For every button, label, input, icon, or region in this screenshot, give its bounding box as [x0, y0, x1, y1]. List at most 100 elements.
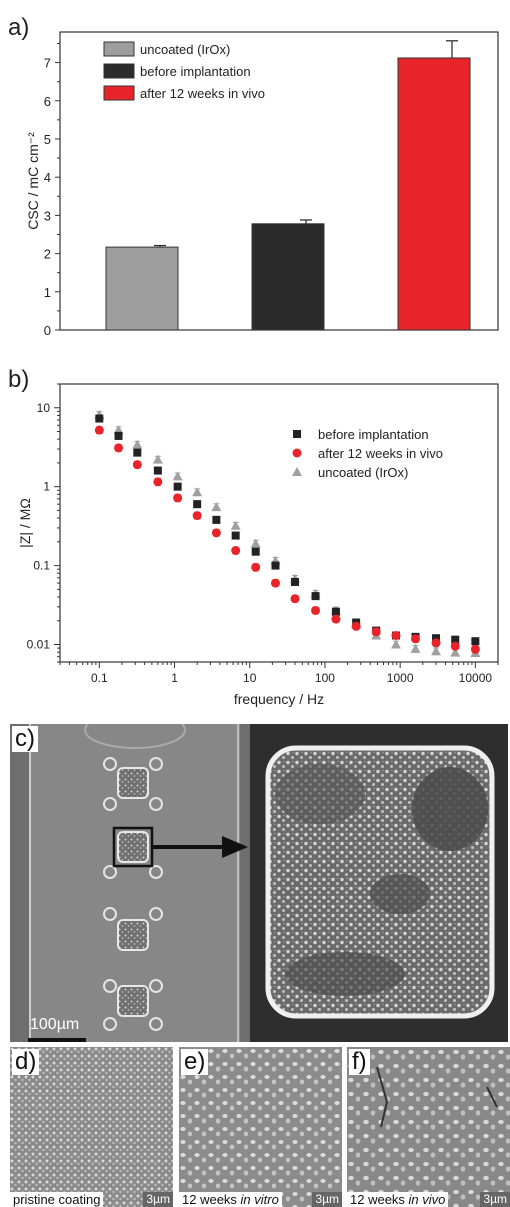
point-square-0: [95, 414, 104, 423]
point-circle-13: [351, 621, 361, 631]
point-circle-7: [231, 546, 241, 556]
x-tick-label-1: 1: [171, 671, 178, 685]
point-circle-9: [270, 578, 280, 588]
legend-label-2: after 12 weeks in vivo: [140, 86, 265, 101]
point-square-17: [432, 634, 441, 643]
y-tick-label-5: 5: [44, 132, 51, 147]
y-tick-label-0: 0: [44, 323, 51, 338]
panel-c-overview-image: c) 100µm: [10, 711, 250, 1042]
panel-f-label: f): [349, 1049, 370, 1075]
point-circle-4: [173, 493, 183, 503]
electrode-site-micrograph: [250, 724, 508, 1042]
legend-label-1: after 12 weeks in vivo: [318, 446, 443, 461]
y-tick-label-1: 0.1: [33, 559, 50, 573]
point-triangle-17: [431, 646, 442, 656]
y-tick-label-0: 0.01: [27, 637, 51, 651]
legend-swatch-2: [103, 85, 135, 101]
panel-c-label: c): [12, 726, 38, 752]
point-circle-16: [411, 634, 421, 644]
point-square-8: [251, 547, 260, 556]
point-square-12: [331, 607, 340, 616]
panel-a-label: a): [8, 14, 30, 41]
point-circle-15: [391, 631, 401, 641]
legend-marker-1: [292, 448, 302, 458]
legend-marker-0: [293, 430, 301, 438]
legend-label-2: uncoated (IrOx): [318, 465, 408, 480]
point-square-10: [291, 577, 300, 586]
point-square-11: [311, 592, 320, 601]
point-square-19: [471, 637, 480, 646]
y-tick-label-2: 2: [44, 247, 51, 262]
point-circle-5: [192, 511, 202, 521]
in-vivo-texture: [347, 1047, 510, 1207]
scale-tag-e: 3µm: [312, 1192, 342, 1207]
point-triangle-16: [410, 643, 421, 653]
legend-marker-2: [292, 467, 302, 476]
point-circle-18: [450, 641, 460, 651]
point-square-5: [193, 500, 202, 509]
point-triangle-4: [172, 471, 183, 481]
panel-d-label: d): [12, 1049, 40, 1075]
point-circle-8: [251, 562, 261, 572]
legend-swatch-1: [103, 63, 135, 79]
point-square-3: [153, 466, 162, 475]
bar-chart-csc: 0 1 2 3 4 5 6 7 CSC / mC cm⁻² uncoated (IrOx) befo…: [25, 31, 499, 338]
bar-0: [105, 246, 179, 331]
point-square-9: [271, 561, 280, 570]
panel-c-zoom-image: [250, 724, 508, 1042]
y-tick-label-3: 10: [37, 401, 51, 415]
micrograph-pristine: d) pristine coating 3µm: [10, 1047, 173, 1207]
legend-label-0: uncoated (IrOx): [140, 42, 230, 57]
probe-micrograph: [10, 711, 250, 1042]
point-square-7: [231, 531, 240, 540]
point-circle-11: [311, 605, 321, 615]
x-tick-label-5: 10000: [459, 671, 493, 685]
point-triangle-2: [132, 439, 143, 449]
y-tick-label-2: 1: [43, 480, 50, 494]
x-tick-label-2: 10: [243, 671, 257, 685]
x-tick-label-0: 0.1: [91, 671, 108, 685]
caption-d: pristine coating: [10, 1192, 104, 1207]
scale-bar-label: 100µm: [30, 1016, 80, 1033]
point-circle-17: [431, 638, 441, 648]
y-axis-label: |Z| / MΩ: [17, 498, 33, 548]
impedance-plot: 0.1 1 10 100 1000 10000 0.01 0.1 1 10 frequency / …: [17, 383, 499, 707]
panel-b-label: b): [8, 366, 30, 393]
point-triangle-18: [450, 647, 461, 657]
point-square-18: [451, 635, 460, 644]
caption-e: 12 weeks in vitro: [179, 1192, 282, 1207]
bar-1: [251, 223, 325, 331]
y-tick-label-3: 3: [44, 208, 51, 223]
y-tick-label-1: 1: [44, 285, 51, 300]
bar-2: [397, 57, 471, 331]
plot-frame: [59, 383, 499, 663]
point-circle-6: [211, 528, 221, 538]
point-circle-3: [153, 477, 163, 487]
x-tick-label-3: 100: [315, 671, 335, 685]
point-circle-14: [371, 627, 381, 637]
y-tick-label-6: 6: [44, 94, 51, 109]
y-tick-label-7: 7: [44, 56, 51, 71]
point-triangle-6: [211, 502, 222, 512]
point-triangle-5: [192, 487, 203, 497]
point-circle-19: [470, 644, 480, 654]
x-axis-label: frequency / Hz: [234, 691, 324, 707]
legend-label-0: before implantation: [318, 427, 429, 442]
point-square-1: [114, 431, 123, 440]
caption-f: 12 weeks in vivo: [347, 1192, 449, 1207]
point-triangle-8: [250, 538, 261, 548]
point-circle-12: [331, 614, 341, 624]
y-axis-label: CSC / mC cm⁻²: [25, 132, 41, 230]
point-circle-2: [132, 460, 142, 470]
panel-e-label: e): [181, 1049, 209, 1075]
micrograph-in-vitro: e) 12 weeks in vitro 3µm: [179, 1047, 342, 1207]
point-circle-1: [114, 443, 124, 453]
legend-label-1: before implantation: [140, 64, 251, 79]
point-triangle-3: [152, 454, 163, 464]
point-circle-10: [290, 594, 300, 604]
scale-tag-d: 3µm: [143, 1192, 173, 1207]
y-tick-label-4: 4: [44, 170, 51, 185]
point-triangle-15: [390, 639, 401, 649]
point-square-2: [133, 448, 142, 457]
x-tick-label-4: 1000: [387, 671, 414, 685]
